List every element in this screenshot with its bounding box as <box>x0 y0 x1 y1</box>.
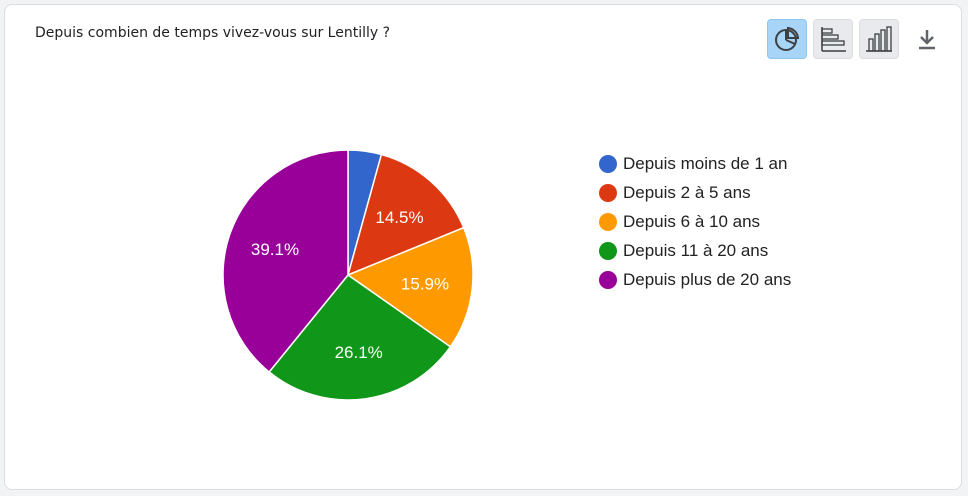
chart-card: Depuis combien de temps vivez-vous sur L… <box>4 4 962 490</box>
legend-swatch <box>599 154 617 173</box>
vertical-bar-chart-button[interactable] <box>859 19 899 59</box>
slice-label-2: 14.5% <box>375 208 423 227</box>
pie-chart-icon <box>775 26 800 51</box>
legend-item-3[interactable]: Depuis 6 à 10 ans <box>599 207 791 236</box>
legend-swatch <box>599 183 617 202</box>
legend-label: Depuis plus de 20 ans <box>623 269 792 289</box>
pie-slice-3[interactable] <box>346 226 474 348</box>
download-icon <box>919 30 935 50</box>
slice-label-3: 15.9% <box>401 275 449 294</box>
vertical-bar-chart-icon <box>866 26 892 52</box>
legend-swatch <box>599 212 617 231</box>
pie-slice-4[interactable] <box>268 273 452 401</box>
legend-item-1[interactable]: Depuis moins de 1 an <box>599 149 791 178</box>
legend-swatch <box>599 241 617 260</box>
question-title: Depuis combien de temps vivez-vous sur L… <box>35 25 391 41</box>
pie-chart: 14.5% 15.9% 26.1% 39.1% <box>222 149 474 401</box>
slice-label-4: 26.1% <box>335 343 383 362</box>
horizontal-bar-chart-button[interactable] <box>813 19 853 59</box>
download-button[interactable] <box>907 19 947 59</box>
legend-item-2[interactable]: Depuis 2 à 5 ans <box>599 178 791 207</box>
legend-label: Depuis 6 à 10 ans <box>623 211 761 231</box>
pie-chart-button[interactable] <box>767 19 807 59</box>
legend-label: Depuis 2 à 5 ans <box>623 182 751 202</box>
legend-label: Depuis moins de 1 an <box>623 153 788 173</box>
pie-slice-2[interactable] <box>346 153 465 277</box>
legend-item-5[interactable]: Depuis plus de 20 ans <box>599 265 791 294</box>
slice-label-5: 39.1% <box>251 240 299 259</box>
legend-label: Depuis 11 à 20 ans <box>623 240 769 260</box>
chart-legend: Depuis moins de 1 an Depuis 2 à 5 ans Depu… <box>599 149 791 294</box>
legend-swatch <box>599 270 617 289</box>
legend-item-4[interactable]: Depuis 11 à 20 ans <box>599 236 791 265</box>
horizontal-bar-chart-icon <box>821 27 846 52</box>
pie-slice-5[interactable] <box>222 149 349 374</box>
chart-toolbar <box>767 19 947 59</box>
